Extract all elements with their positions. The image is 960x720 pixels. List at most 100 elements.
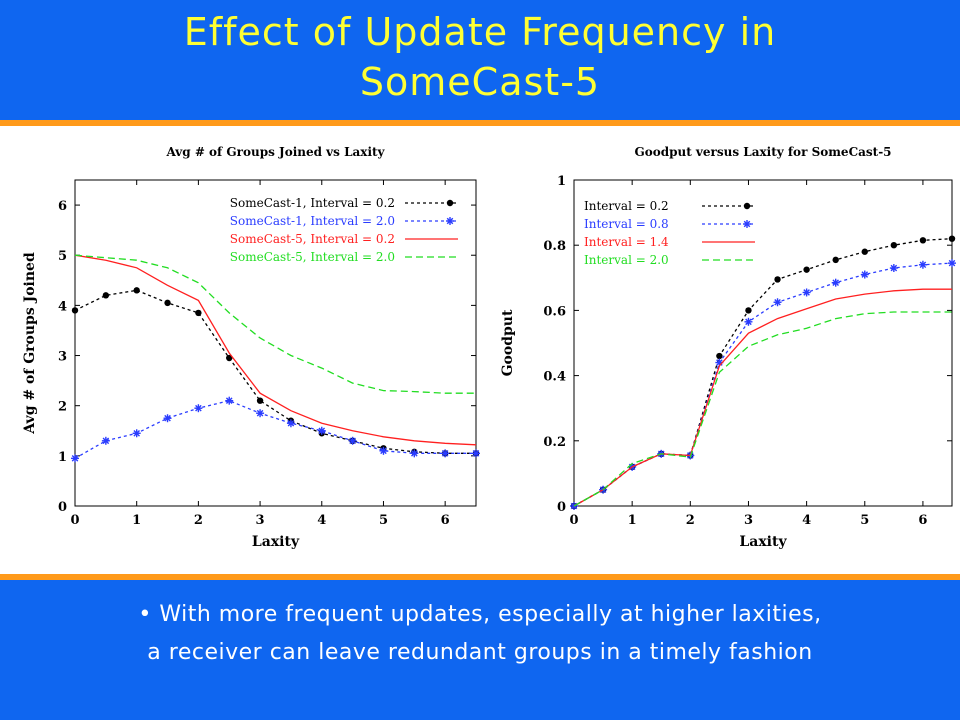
left-series-2-point [225,396,234,405]
right-ytick-label: 0.8 [543,239,566,254]
right-series-2-point [802,288,811,297]
left-series-2-point [71,454,79,463]
right-series-1-point [803,266,810,273]
right-series-2-point [773,298,782,307]
left-ytick-label: 2 [58,400,67,415]
left-legend-label: SomeCast-5, Interval = 2.0 [230,250,395,264]
left-ylabel: Avg # of Groups Joined [22,252,38,435]
left-xtick-label: 1 [132,513,141,528]
left-series-2-point [317,426,326,435]
right-series-1-point [774,276,781,283]
right-series-2-point [831,278,840,287]
slide-header: Effect of Update Frequency in SomeCast-5 [0,0,960,120]
left-series-1-point [102,292,110,299]
left-legend-label: SomeCast-1, Interval = 2.0 [230,214,395,228]
right-xtick-label: 5 [860,513,869,528]
right-series-1-point [948,235,956,242]
right-series-2-point [744,317,753,326]
left-xtick-label: 5 [379,513,388,528]
left-series-2-point [194,404,203,413]
right-ytick-label: 0.2 [543,435,566,450]
left-series-2-point [256,409,265,418]
right-series-1-point [890,242,898,249]
left-legend-marker [446,217,454,225]
left-ytick-label: 3 [58,350,67,365]
caption-line2: a receiver can leave redundant groups in… [147,640,813,665]
right-series-1-point [716,352,723,360]
goodput-chart: Goodput versus Laxity for SomeCast-5 0 1 2 3… [500,145,956,550]
right-ytick-label: 1 [557,174,566,189]
left-legend-marker [446,199,454,207]
left-series-2-point [379,446,388,455]
left-series-line-2 [74,400,476,459]
left-series-2-point [348,436,357,445]
footer-divider [0,574,960,580]
right-legend-label: Interval = 0.8 [584,217,669,231]
left-series-line-4 [74,254,476,394]
right-series-2-point [948,259,956,268]
header-divider [0,120,960,126]
left-series-line-1 [74,289,476,454]
left-ytick-label: 5 [58,249,67,264]
left-series-1-point [164,299,171,307]
right-series-line-4 [573,311,952,507]
right-frame [573,179,953,507]
right-series-2-point [918,260,927,269]
left-xtick-label: 2 [194,513,203,528]
left-frame [74,179,477,507]
left-series-1-point [226,354,233,362]
left-series-2-point [132,429,141,438]
left-xtick-label: 3 [256,513,265,528]
right-series-2-point [889,264,898,273]
left-series-2-point [472,449,480,458]
slide-footer: • With more frequent updates, especially… [0,580,960,720]
left-ytick-label: 4 [58,299,67,314]
right-xtick-label: 1 [628,513,637,528]
left-series-1-point [133,287,140,294]
left-xlabel: Laxity [252,534,300,550]
left-series-2-point [286,419,295,428]
left-legend-label: SomeCast-1, Interval = 0.2 [230,196,395,210]
right-ytick-label: 0.6 [543,304,566,319]
slide-title-line2: SomeCast-5 [359,60,601,104]
left-series-2-point [441,449,450,458]
right-legend-label: Interval = 1.4 [584,235,669,249]
left-ytick-label: 0 [58,500,67,515]
right-xtick-label: 2 [686,513,695,528]
left-series-line-3 [74,254,477,446]
left-xtick-label: 0 [70,513,79,528]
right-legend-label: Interval = 2.0 [584,253,669,267]
left-ytick-label: 1 [58,450,67,465]
right-series-line-3 [573,288,952,507]
right-legend-marker [743,220,751,228]
right-legend-marker [743,202,751,210]
left-ytick-label: 6 [58,199,67,214]
caption-line1: • With more frequent updates, especially… [138,602,822,627]
right-xtick-label: 3 [744,513,753,528]
right-series-1-point [861,248,868,255]
left-xtick-label: 4 [317,513,326,528]
right-ytick-label: 0.4 [543,370,566,385]
right-xlabel: Laxity [739,534,787,550]
left-series-1-point [256,397,264,404]
right-series-1-point [919,237,927,244]
right-series-1-point [745,307,752,314]
right-ylabel: Goodput [500,309,516,376]
right-xtick-label: 4 [802,513,811,528]
left-series-1-point [195,309,202,317]
right-legend-label: Interval = 0.2 [584,199,669,213]
right-series-2-point [860,270,869,279]
right-xtick-label: 6 [918,513,927,528]
right-title: Goodput versus Laxity for SomeCast-5 [634,145,891,159]
left-series-2-point [410,449,419,458]
left-legend-label: SomeCast-5, Interval = 0.2 [230,232,395,246]
left-xtick-label: 6 [441,513,450,528]
left-title: Avg # of Groups Joined vs Laxity [165,145,385,159]
plot-area: Avg # of Groups Joined vs Laxity 0 1 2 3 4 5 6 0… [0,126,960,574]
left-series-2-point [163,414,172,423]
right-xtick-label: 0 [569,513,578,528]
slide-title-line1: Effect of Update Frequency in [183,10,777,54]
right-ytick-label: 0 [557,500,566,515]
left-series-1-point [71,307,79,314]
groups-joined-chart: Avg # of Groups Joined vs Laxity 0 1 2 3 4 5 6 0… [22,145,480,550]
